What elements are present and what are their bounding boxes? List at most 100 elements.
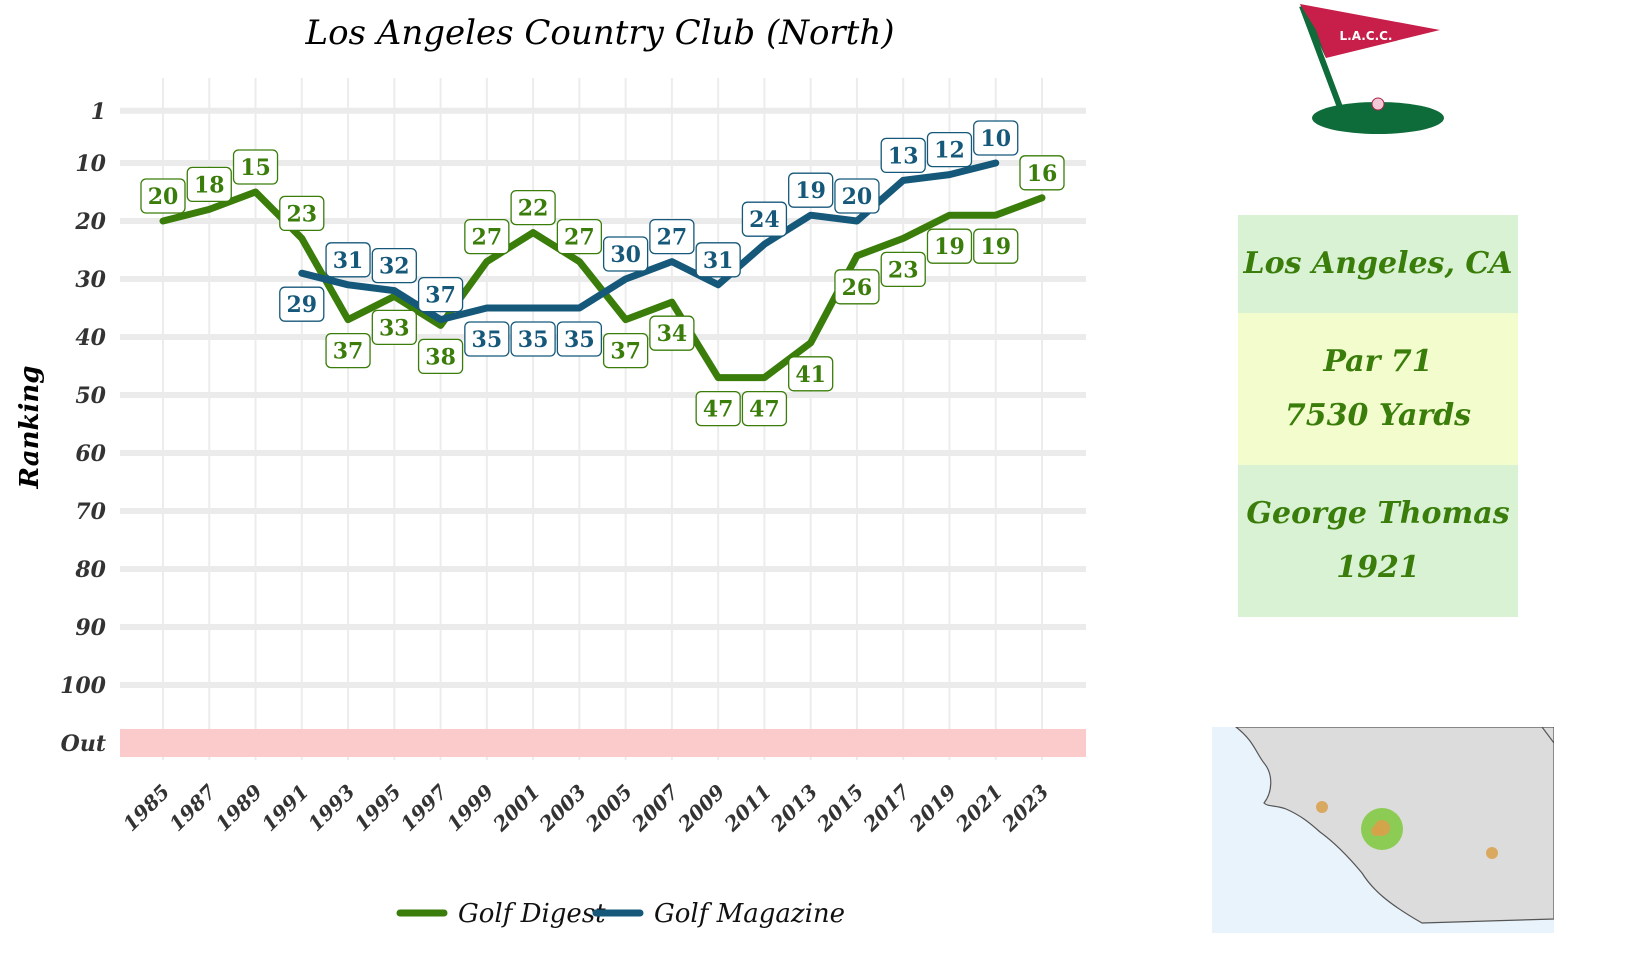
yards-text: 7530 Yards xyxy=(1284,398,1472,433)
data-label-0: 33 xyxy=(371,309,417,346)
data-label-text: 31 xyxy=(333,248,364,274)
data-label-1: 20 xyxy=(834,178,880,214)
data-label-box xyxy=(556,321,603,357)
y-tick-label: 10 xyxy=(75,151,106,177)
data-label-box xyxy=(788,356,834,392)
x-tick-label: 1995 xyxy=(350,780,406,836)
data-label-text: 37 xyxy=(333,339,364,365)
data-label-box xyxy=(371,309,417,346)
data-label-1: 13 xyxy=(880,137,926,174)
data-label-text: 18 xyxy=(194,172,225,198)
data-label-box xyxy=(695,390,741,427)
y-tick-label: 20 xyxy=(74,209,106,235)
data-label-text: 30 xyxy=(610,242,641,268)
data-label-box xyxy=(926,131,973,168)
legend-label-1: Golf Magazine xyxy=(654,899,845,929)
data-label-box xyxy=(973,228,1019,264)
data-label-0: 47 xyxy=(695,390,741,427)
data-label-0: 37 xyxy=(602,332,649,369)
data-label-0: 16 xyxy=(1019,155,1065,191)
data-label-0: 47 xyxy=(741,390,788,427)
data-label-box xyxy=(464,321,510,357)
data-label-0: 15 xyxy=(232,149,279,185)
data-label-0: 34 xyxy=(649,315,695,351)
y-tick-label: 100 xyxy=(60,673,107,699)
data-label-text: 27 xyxy=(657,225,688,251)
data-label-text: 22 xyxy=(518,196,549,222)
golf-ball-icon xyxy=(1371,97,1385,111)
data-label-text: 19 xyxy=(795,178,826,204)
data-label-box xyxy=(371,247,417,284)
state-border xyxy=(1541,727,1554,744)
x-tick-label: 2021 xyxy=(950,780,1007,837)
data-label-text: 31 xyxy=(703,248,734,274)
data-label-1: 31 xyxy=(325,242,371,278)
x-tick-label: 1999 xyxy=(442,780,498,836)
data-label-box xyxy=(232,149,279,185)
data-label-box xyxy=(741,201,788,237)
data-label-text: 13 xyxy=(888,143,919,169)
data-label-0: 26 xyxy=(834,269,880,305)
data-label-0: 27 xyxy=(464,218,510,255)
x-tick-label: 2013 xyxy=(765,780,822,837)
x-tick-label: 1987 xyxy=(164,780,220,836)
data-label-text: 26 xyxy=(842,275,873,301)
series-lines xyxy=(159,159,1046,382)
data-label-1: 35 xyxy=(556,321,603,357)
data-label-0: 22 xyxy=(510,189,556,226)
data-label-1: 31 xyxy=(695,242,741,278)
data-label-text: 10 xyxy=(980,126,1011,152)
y-axis-title: Ranking xyxy=(15,366,45,490)
x-tick-label: 1985 xyxy=(118,780,174,836)
flag-pole xyxy=(1299,4,1347,120)
data-label-text: 47 xyxy=(749,397,780,423)
data-label-text: 19 xyxy=(934,234,965,260)
y-tick-label: 50 xyxy=(75,383,106,409)
series-line-1 xyxy=(298,159,1000,324)
data-label-0: 19 xyxy=(926,228,973,264)
data-label-box xyxy=(510,321,556,357)
data-label-box xyxy=(325,332,371,369)
x-tick-label: 2009 xyxy=(673,780,730,837)
x-tick-label: 2015 xyxy=(811,780,868,837)
x-tick-label: 1997 xyxy=(396,780,452,836)
course-marker-palm-springs xyxy=(1486,847,1498,859)
data-label-text: 19 xyxy=(980,234,1011,260)
data-label-0: 18 xyxy=(186,166,232,203)
y-tick-label: 60 xyxy=(75,441,106,467)
putting-green xyxy=(1312,102,1444,134)
data-label-1: 30 xyxy=(602,236,649,272)
x-tick-label: 2003 xyxy=(534,780,591,837)
y-tick-label: 90 xyxy=(75,615,106,641)
data-label-1: 32 xyxy=(371,247,417,284)
course-marker-la-2 xyxy=(1371,826,1381,836)
data-label-1: 27 xyxy=(649,218,695,255)
location-text: Los Angeles, CA xyxy=(1243,246,1513,281)
data-label-text: 29 xyxy=(286,292,317,318)
data-label-box xyxy=(417,276,464,313)
legend-label-0: Golf Digest xyxy=(458,899,606,929)
data-label-box xyxy=(602,332,649,369)
course-marker-santa-barbara xyxy=(1316,801,1328,813)
data-label-box xyxy=(649,315,695,351)
x-tick-label: 2007 xyxy=(626,780,683,837)
y-tick-label: 1 xyxy=(91,99,106,125)
ranking-chart: Los Angeles Country Club (North) 1 10 20 30… xyxy=(15,13,1086,929)
data-label-0: 20 xyxy=(140,178,186,214)
data-label-box xyxy=(186,166,232,203)
x-tick-label: 2023 xyxy=(996,780,1053,837)
x-tick-label: 2011 xyxy=(719,780,776,837)
y-tick-label: 70 xyxy=(75,499,106,525)
data-labels: 20 18 15 23 37 33 38 27 22 27 37 34 47 47 41 26 23 19 19 16… xyxy=(140,120,1065,427)
data-label-text: 33 xyxy=(379,315,410,341)
data-label-box xyxy=(880,137,926,174)
data-label-box xyxy=(279,286,325,322)
data-label-1: 24 xyxy=(741,201,788,237)
y-axis-ticks: 1 10 20 30 40 50 60 70 80 90 100 Out xyxy=(60,99,107,757)
data-label-1: 37 xyxy=(417,276,464,313)
x-tick-label: 1989 xyxy=(211,780,267,836)
data-label-0: 41 xyxy=(788,356,834,392)
data-label-0: 27 xyxy=(556,218,603,255)
data-label-0: 19 xyxy=(973,228,1019,264)
data-label-0: 23 xyxy=(279,195,325,232)
